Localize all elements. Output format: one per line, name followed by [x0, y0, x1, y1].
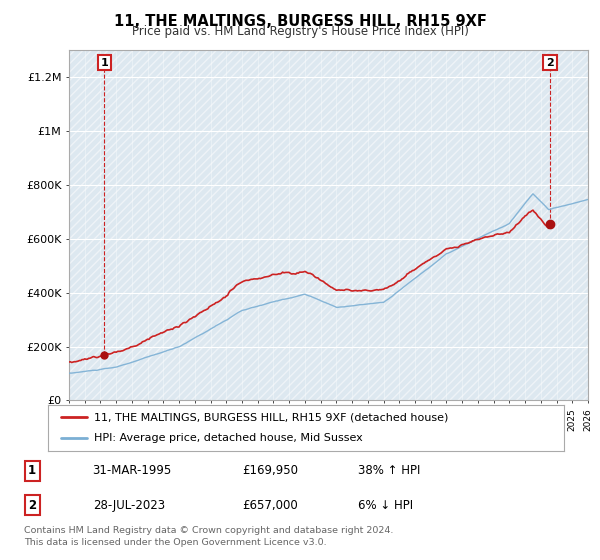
- Text: 31-MAR-1995: 31-MAR-1995: [92, 464, 172, 478]
- Text: HPI: Average price, detached house, Mid Sussex: HPI: Average price, detached house, Mid …: [94, 433, 363, 444]
- Text: 38% ↑ HPI: 38% ↑ HPI: [358, 464, 420, 478]
- Text: 1: 1: [101, 58, 108, 68]
- Text: £657,000: £657,000: [242, 498, 298, 512]
- Text: Contains HM Land Registry data © Crown copyright and database right 2024.
This d: Contains HM Land Registry data © Crown c…: [24, 526, 394, 547]
- Text: 28-JUL-2023: 28-JUL-2023: [92, 498, 165, 512]
- Text: 6% ↓ HPI: 6% ↓ HPI: [358, 498, 413, 512]
- Text: Price paid vs. HM Land Registry's House Price Index (HPI): Price paid vs. HM Land Registry's House …: [131, 25, 469, 38]
- Text: 11, THE MALTINGS, BURGESS HILL, RH15 9XF (detached house): 11, THE MALTINGS, BURGESS HILL, RH15 9XF…: [94, 412, 449, 422]
- Text: 2: 2: [546, 58, 554, 68]
- Text: 11, THE MALTINGS, BURGESS HILL, RH15 9XF: 11, THE MALTINGS, BURGESS HILL, RH15 9XF: [113, 14, 487, 29]
- Text: 2: 2: [28, 498, 36, 512]
- Text: 1: 1: [28, 464, 36, 478]
- Text: £169,950: £169,950: [242, 464, 298, 478]
